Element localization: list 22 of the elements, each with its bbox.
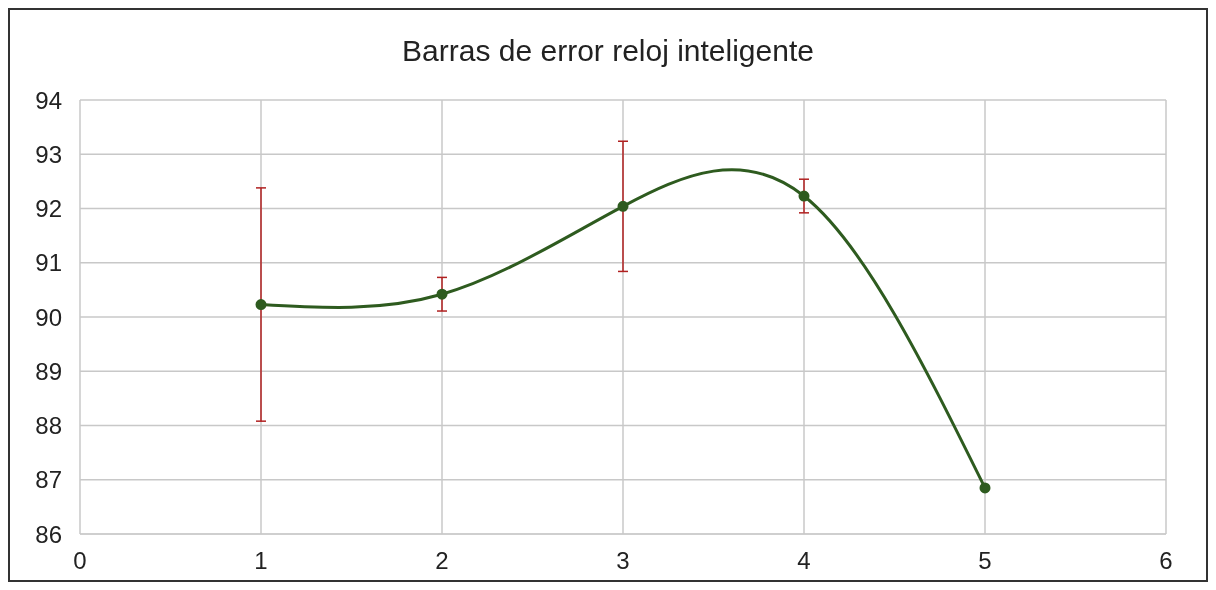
y-tick-label: 86 — [35, 520, 62, 548]
point — [255, 299, 267, 311]
y-tick-label: 92 — [35, 195, 62, 223]
chart-title: Barras de error reloj inteligente — [401, 33, 815, 69]
point — [436, 288, 448, 300]
y-tick-label: 91 — [35, 249, 62, 277]
x-tick-label: 1 — [254, 547, 268, 575]
point — [617, 200, 629, 212]
y-tick-label: 88 — [35, 412, 62, 440]
point — [979, 482, 991, 494]
y-tick-label: 89 — [35, 357, 62, 385]
y-tick-label: 94 — [35, 86, 62, 114]
x-tick-label: 5 — [978, 547, 992, 575]
y-tick-label: 93 — [35, 140, 62, 168]
x-tick-label: 6 — [1159, 547, 1173, 575]
x-tick-label: 4 — [797, 547, 811, 575]
point — [798, 190, 810, 202]
y-tick-label: 90 — [35, 303, 62, 331]
y-tick-label: 87 — [35, 466, 62, 494]
x-tick-label: 3 — [616, 547, 630, 575]
x-tick-label: 0 — [73, 547, 87, 575]
x-tick-label: 2 — [435, 547, 449, 575]
